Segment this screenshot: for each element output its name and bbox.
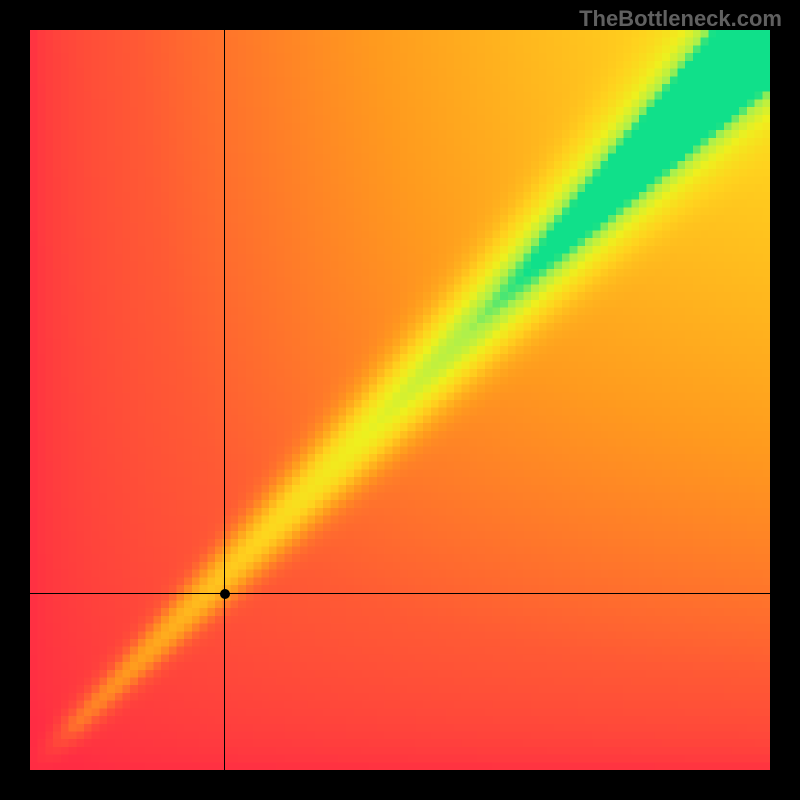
watermark-text: TheBottleneck.com [579, 6, 782, 32]
bottleneck-heatmap [30, 30, 770, 770]
crosshair-vertical [224, 30, 225, 770]
data-point-marker [220, 589, 230, 599]
crosshair-horizontal [30, 593, 770, 594]
